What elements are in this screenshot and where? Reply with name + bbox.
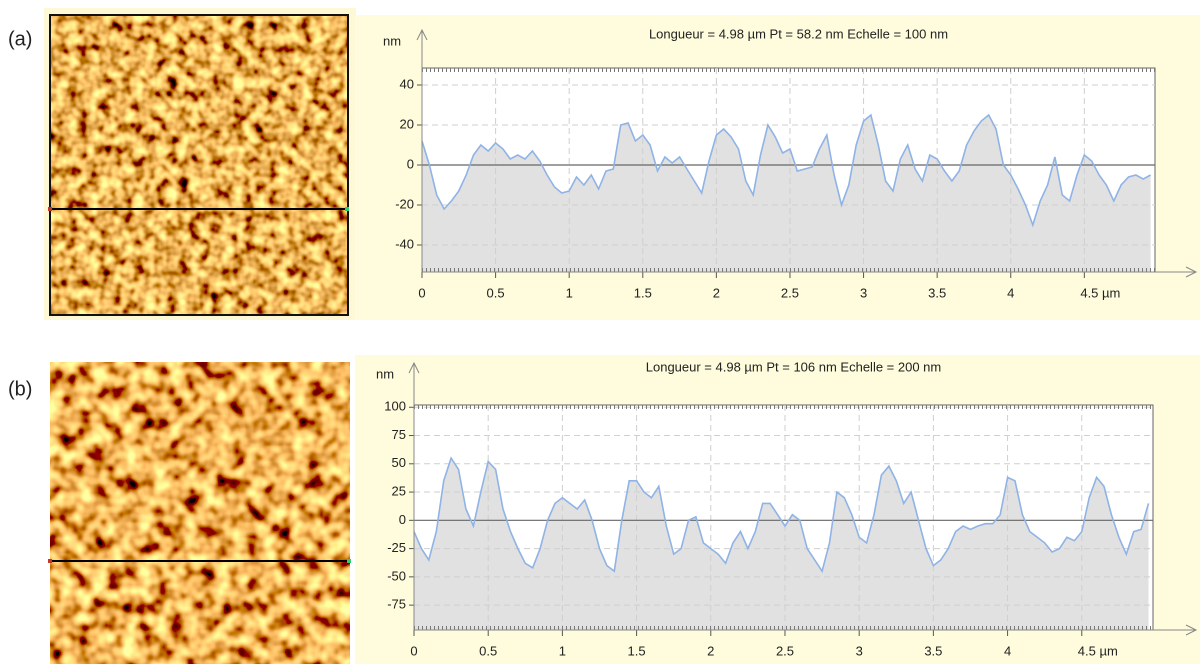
chart-title: Longueur = 4.98 µm Pt = 106 nm Echelle =… bbox=[646, 359, 941, 374]
afm-image bbox=[49, 14, 349, 316]
x-tick-label: 1.5 bbox=[634, 285, 652, 300]
image-border bbox=[49, 14, 349, 316]
x-tick-label: 2.5 bbox=[781, 285, 799, 300]
area-fill bbox=[414, 458, 1149, 630]
y-arrow bbox=[408, 361, 420, 374]
x-tick-label: 2 bbox=[707, 643, 714, 658]
x-tick-label: 1.5 bbox=[628, 643, 646, 658]
x-tick-label: 1 bbox=[559, 643, 566, 658]
x-tick-label: 0.5 bbox=[487, 285, 505, 300]
x-tick-label: 4.5 µm bbox=[1080, 285, 1120, 300]
y-tick-label: 20 bbox=[400, 116, 414, 131]
x-tick-label: 0 bbox=[410, 643, 417, 658]
y-axis-label: nm bbox=[383, 33, 401, 48]
area-fill bbox=[422, 115, 1151, 272]
x-tick-label: 4 bbox=[1004, 643, 1011, 658]
profile-end bbox=[345, 207, 349, 211]
panel-label: (a) bbox=[8, 28, 32, 50]
profile-line bbox=[413, 456, 1150, 574]
afm-image bbox=[50, 362, 350, 664]
y-tick-label: 75 bbox=[392, 427, 406, 442]
y-tick-label: -20 bbox=[395, 196, 414, 211]
chart-title: Longueur = 4.98 µm Pt = 58.2 nm Echelle … bbox=[649, 26, 948, 41]
y-tick-label: 50 bbox=[392, 455, 406, 470]
y-tick-label: 25 bbox=[392, 483, 406, 498]
y-tick-label: 0 bbox=[399, 512, 406, 527]
x-tick-label: 4 bbox=[1007, 285, 1014, 300]
x-arrow bbox=[1185, 624, 1198, 636]
x-tick-label: 2.5 bbox=[776, 643, 794, 658]
x-arrow bbox=[1185, 266, 1198, 278]
x-tick-label: 1 bbox=[566, 285, 573, 300]
y-tick-label: 40 bbox=[400, 76, 414, 91]
y-tick-label: -50 bbox=[387, 568, 406, 583]
y-tick-label: 0 bbox=[407, 156, 414, 171]
x-tick-label: 3 bbox=[856, 643, 863, 658]
x-tick-label: 3 bbox=[860, 285, 867, 300]
x-tick-label: 0 bbox=[418, 285, 425, 300]
profile-start bbox=[48, 559, 52, 563]
profile-line bbox=[421, 113, 1151, 228]
y-tick-label: -40 bbox=[395, 236, 414, 251]
panel-label: (b) bbox=[8, 378, 32, 400]
x-tick-label: 2 bbox=[713, 285, 720, 300]
x-tick-label: 3.5 bbox=[928, 285, 946, 300]
y-axis-label: nm bbox=[376, 366, 394, 381]
y-arrow bbox=[416, 28, 428, 41]
y-tick-label: 100 bbox=[384, 399, 406, 414]
x-tick-label: 3.5 bbox=[924, 643, 942, 658]
profile-start bbox=[48, 207, 52, 211]
y-tick-label: -25 bbox=[387, 540, 406, 555]
y-tick-label: -75 bbox=[387, 597, 406, 612]
profile-end bbox=[347, 559, 351, 563]
x-tick-label: 0.5 bbox=[479, 643, 497, 658]
x-tick-label: 4.5 µm bbox=[1078, 643, 1118, 658]
